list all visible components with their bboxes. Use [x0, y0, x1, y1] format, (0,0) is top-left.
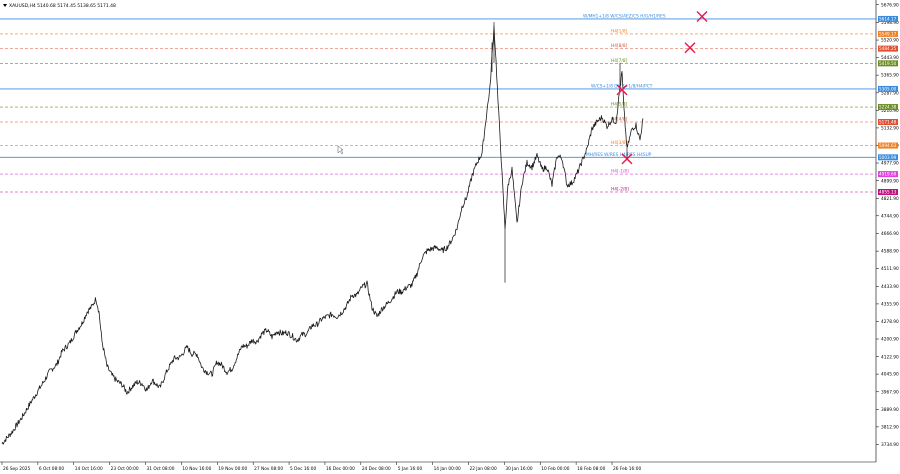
y-tick-label: 4588.90	[881, 249, 899, 255]
x-tick-label: 27 Nov 08:00	[254, 466, 283, 472]
price-tag-box	[878, 104, 898, 111]
price-tag-value: 4919.69	[879, 172, 897, 177]
x-tick-label: 26 Feb 16:00	[613, 466, 641, 472]
y-tick-label: 4355.90	[881, 302, 899, 308]
price-tag-value: 4855.13	[879, 190, 897, 195]
y-tick-label: 5365.90	[881, 73, 899, 79]
y-tick-label: 5210.90	[881, 108, 899, 114]
mouse-cursor-icon	[337, 145, 344, 155]
price-tag-box	[878, 85, 898, 92]
price-series	[1, 22, 644, 445]
level-label: H4[4/8]	[611, 117, 628, 123]
y-tick-label: 3812.90	[881, 424, 899, 430]
y-tick-label: 4200.90	[881, 337, 899, 343]
cross-stroke	[684, 42, 696, 54]
y-tick-label: 4122.90	[881, 354, 899, 360]
y-tick-label: 5287.90	[881, 90, 899, 96]
level-label: H4[8/8]	[611, 43, 628, 49]
price-tag-value: 5171.48	[879, 120, 897, 125]
price-tag-value: 5484.25	[879, 46, 897, 51]
y-tick-label: 4899.90	[881, 178, 899, 184]
cross-marker-icon	[616, 84, 628, 96]
y-tick-label: 5132.90	[881, 126, 899, 132]
y-tick-label: 5676.90	[881, 2, 899, 8]
price-tags: 5614.17 5549.17 5484.25 5419.50 5305.00 5224.…	[878, 15, 898, 195]
x-tick-label: 22 Jan 08:00	[469, 466, 496, 472]
price-tag-box	[878, 60, 898, 67]
price-tag-value: 5003.99	[879, 155, 897, 160]
y-tick-label: 4977.90	[881, 161, 899, 167]
level-label: H4[3/8]	[611, 140, 628, 146]
x-tick-label: 18 Feb 08:00	[577, 466, 605, 472]
y-tick-label: 4666.90	[881, 231, 899, 237]
price-axis: 5676.90 5598.90 5520.90 5443.90 5365.90 5287.…	[876, 2, 899, 448]
y-tick-label: 4045.90	[881, 372, 899, 378]
x-tick-label: 5 Jan 16:00	[398, 466, 423, 472]
price-tag-box	[878, 15, 898, 22]
x-tick-label: 14 Jan 00:00	[434, 466, 461, 472]
price-tag-value: 5305.00	[879, 87, 897, 92]
level-label: H4[7/8]	[611, 58, 628, 64]
time-axis: 26 Sep 2025 6 Oct 08:00 14 Oct 16:00 23 Oct…	[1, 462, 641, 472]
x-tick-label: 5 Dec 16:00	[290, 466, 316, 472]
cross-markers	[616, 10, 708, 165]
cross-marker-icon	[684, 42, 696, 54]
level-label: MH/RES W/RES H4/RES H4SUP	[586, 152, 652, 158]
level-label: H4[-1/8]	[611, 169, 629, 175]
price-tag-box	[878, 30, 898, 37]
price-tag-box	[878, 188, 898, 195]
y-tick-label: 4278.90	[881, 319, 899, 325]
price-tag-value: 5614.17	[879, 17, 897, 22]
price-tag-box	[878, 119, 898, 126]
y-tick-label: 4821.90	[881, 196, 899, 202]
level-label: H4[-2/8]	[611, 186, 629, 192]
level-label: W/CS+1/8 D/CS+1/8/H4/PCT	[591, 83, 653, 89]
price-tag-value: 5549.17	[879, 31, 897, 36]
level-label: H4[5/8]	[611, 102, 628, 108]
y-tick-label: 4511.90	[881, 266, 899, 272]
price-tag-value: 5224.38	[879, 105, 897, 110]
price-tag-box	[878, 142, 898, 149]
cross-stroke	[696, 10, 708, 22]
price-line	[1, 25, 644, 445]
price-tag-value: 5094.63	[879, 143, 897, 148]
price-tag-box	[878, 154, 898, 161]
level-lines: W/MH1+1/8 W/CS/AEZ/CS H/G/H1/RES H4[1/8] H…	[0, 13, 876, 192]
x-tick-label: 14 Oct 16:00	[75, 466, 103, 472]
x-tick-label: 24 Dec 08:00	[362, 466, 391, 472]
y-tick-label: 5598.90	[881, 20, 899, 26]
level-label: W/MH1+1/8 W/CS/AEZ/CS H/G/H1/RES	[583, 13, 666, 19]
chart-title: XAUUSD,H4 5140.68 5174.45 5138.65 5171.4…	[9, 3, 116, 9]
symbol-dropdown-icon[interactable]	[3, 4, 7, 7]
y-tick-label: 4744.90	[881, 213, 899, 219]
y-tick-label: 3967.90	[881, 389, 899, 395]
x-tick-label: 26 Sep 2025	[3, 466, 30, 472]
y-tick-label: 5443.90	[881, 55, 899, 61]
x-tick-label: 16 Dec 00:00	[326, 466, 355, 472]
cross-stroke	[621, 153, 633, 165]
y-tick-label: 3734.90	[881, 442, 899, 448]
y-tick-label: 3889.90	[881, 407, 899, 413]
x-tick-label: 6 Oct 08:00	[39, 466, 65, 472]
price-tag-box	[878, 45, 898, 52]
level-label: H4[1/8]	[611, 28, 628, 34]
x-tick-label: 31 Oct 08:00	[147, 466, 175, 472]
cross-marker-icon	[621, 153, 633, 165]
x-tick-label: 10 Nov 16:00	[182, 466, 211, 472]
price-tag-value: 5419.50	[879, 61, 897, 66]
price-tag-box	[878, 171, 898, 178]
cross-stroke	[616, 84, 628, 96]
x-tick-label: 10 Feb 00:00	[541, 466, 569, 472]
x-tick-label: 23 Oct 00:00	[111, 466, 139, 472]
y-tick-label: 5520.90	[881, 38, 899, 44]
x-tick-label: 30 Jan 16:00	[505, 466, 532, 472]
y-tick-label: 4433.90	[881, 284, 899, 290]
cross-marker-icon	[696, 10, 708, 22]
x-tick-label: 19 Nov 00:00	[218, 466, 247, 472]
